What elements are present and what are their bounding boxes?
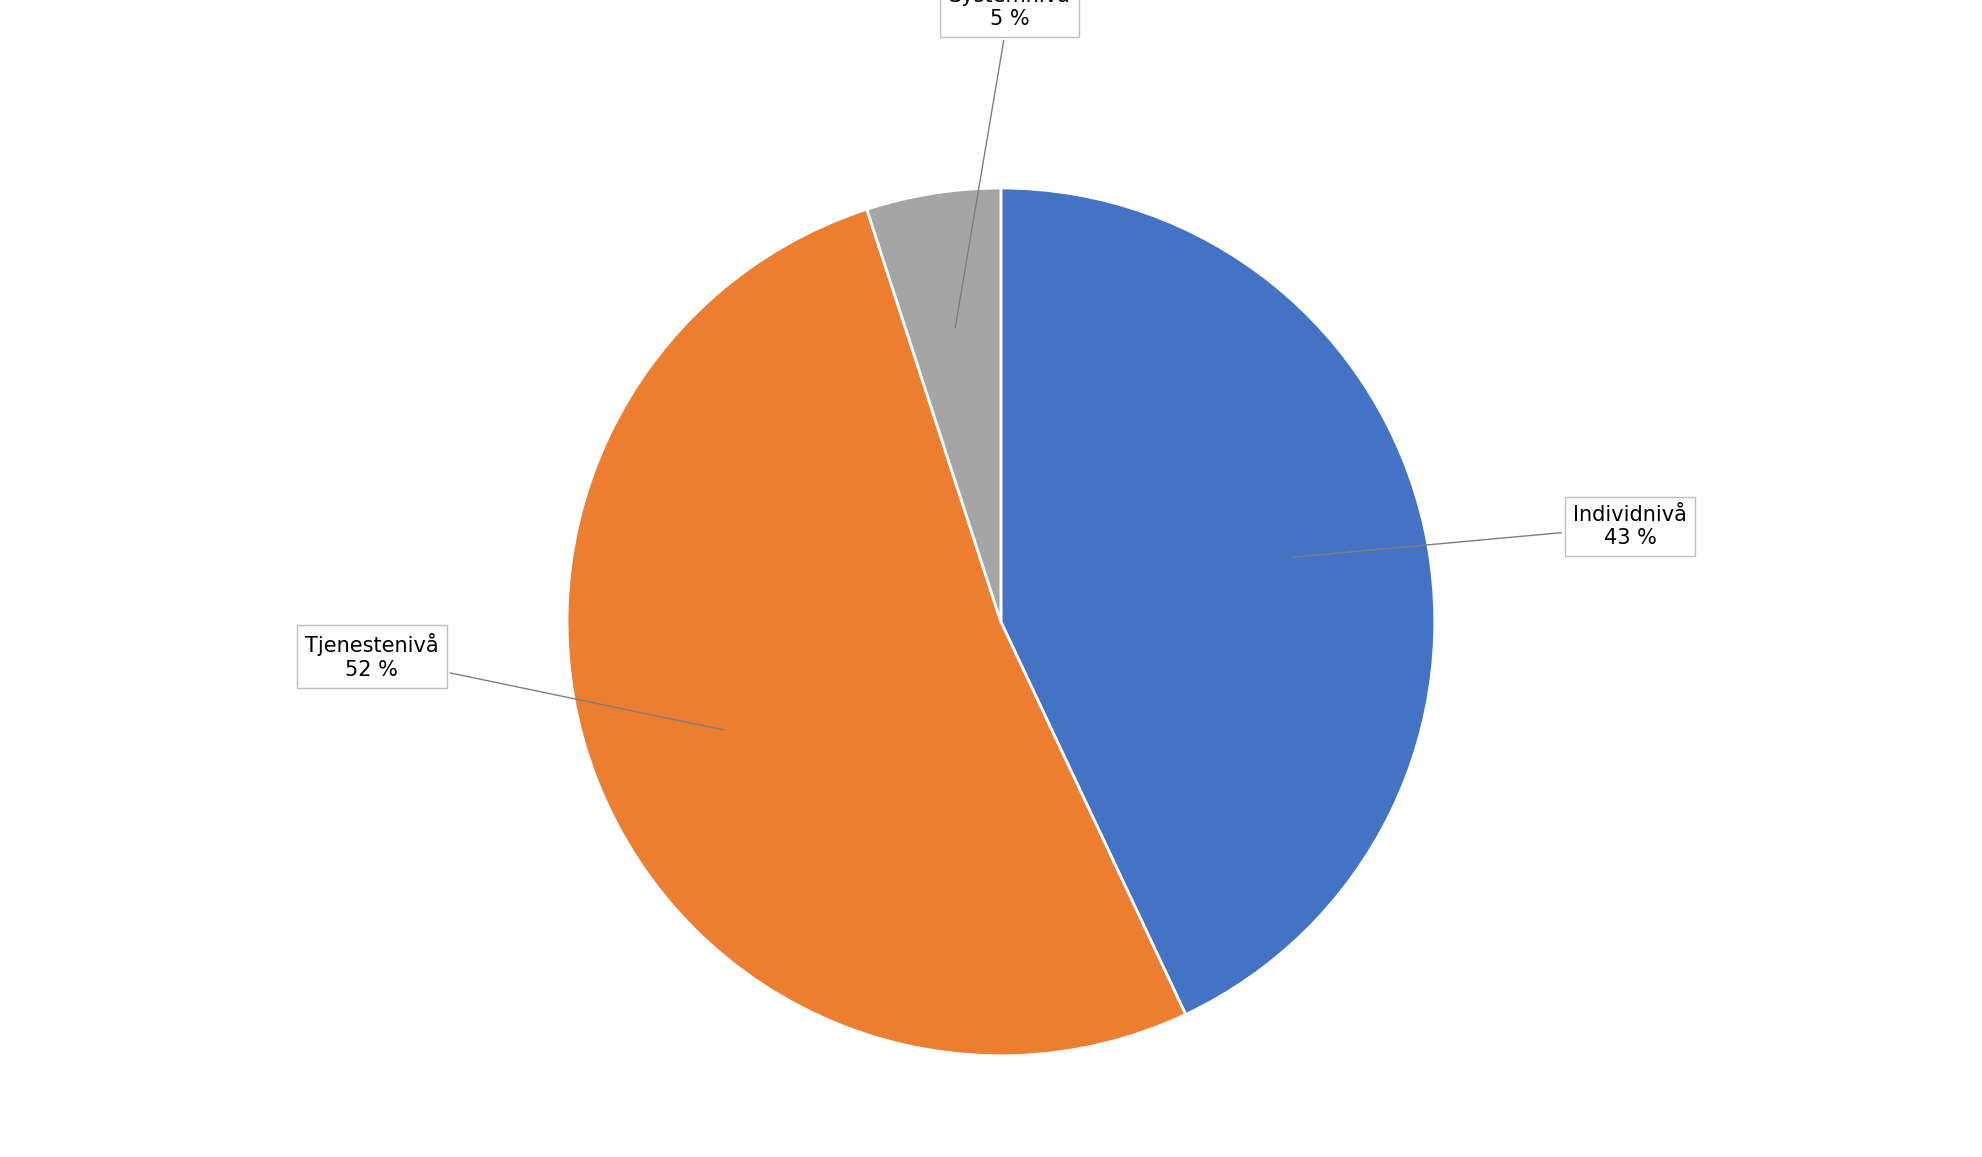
Text: Tjenestenivå
52 %: Tjenestenivå 52 % — [305, 634, 723, 730]
Wedge shape — [1001, 187, 1435, 1015]
Text: Systemnivå
5 %: Systemnivå 5 % — [949, 0, 1070, 327]
Text: Individnivå
43 %: Individnivå 43 % — [1292, 504, 1687, 558]
Wedge shape — [866, 187, 1001, 621]
Wedge shape — [567, 209, 1185, 1055]
